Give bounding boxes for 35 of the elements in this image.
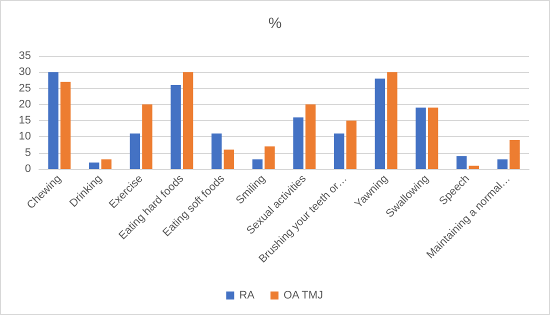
bar (212, 133, 222, 169)
bar (374, 78, 386, 169)
y-tick-label: 15 (18, 114, 31, 127)
bar (510, 140, 520, 169)
legend-label: OA TMJ (283, 290, 324, 302)
bar (416, 108, 426, 169)
bar (130, 133, 140, 169)
bar (170, 85, 181, 169)
bar (346, 120, 356, 169)
y-tick-label: 25 (18, 82, 31, 94)
y-tick-label: 35 (18, 50, 31, 62)
y-tick-label: 20 (18, 98, 31, 110)
bar (387, 72, 398, 169)
y-tick-label: 0 (24, 163, 31, 175)
bar (497, 159, 508, 169)
bar (182, 72, 194, 169)
bar (456, 156, 467, 169)
bar (48, 72, 58, 169)
bar (264, 146, 275, 169)
chart-title: % (268, 15, 282, 32)
bar (468, 166, 479, 169)
legend-label: RA (239, 290, 256, 302)
bar (252, 159, 263, 169)
bar (293, 117, 304, 169)
bar (89, 162, 100, 169)
bar (101, 159, 112, 169)
bar (305, 104, 316, 169)
bar (428, 108, 438, 169)
y-tick-label: 5 (24, 146, 31, 159)
y-tick-label: 10 (18, 130, 31, 143)
bar (334, 133, 344, 169)
y-tick-label: 30 (18, 66, 31, 78)
bar (142, 104, 152, 169)
bar (60, 82, 71, 169)
bar (224, 150, 234, 169)
